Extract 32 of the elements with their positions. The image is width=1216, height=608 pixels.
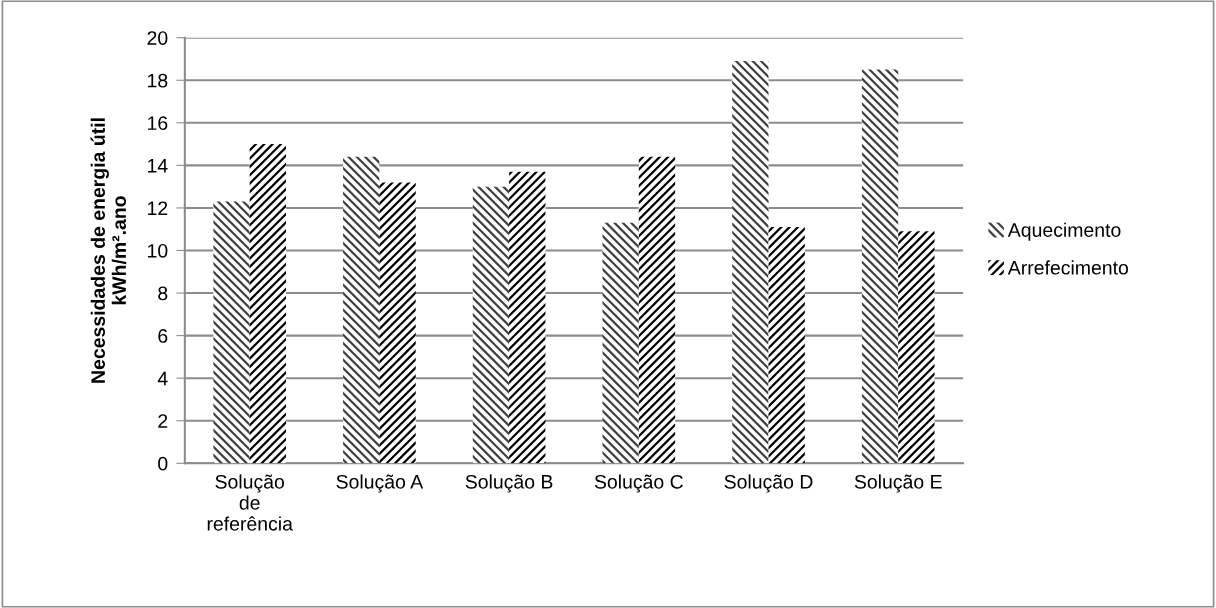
- x-tick-label: Solução E: [854, 474, 942, 493]
- x-tick-label: Solução de referência: [207, 474, 293, 531]
- y-tick-label: 16: [148, 116, 168, 131]
- y-axis-title: Necessidades de energia útil kWh/m².ano: [90, 118, 127, 383]
- bar: [861, 69, 899, 464]
- bar: [472, 186, 510, 464]
- bar: [638, 156, 676, 464]
- y-tick-label: 12: [148, 201, 168, 215]
- y-tick-label: 18: [148, 73, 168, 88]
- bar: [379, 182, 416, 464]
- bar: [213, 201, 250, 464]
- bar: [898, 231, 935, 464]
- y-tick-label: 8: [158, 286, 168, 301]
- y-tick-label: 14: [148, 159, 168, 173]
- y-tick-label: 6: [158, 329, 168, 343]
- y-tick-label: 20: [147, 31, 168, 45]
- legend-label: Aquecimento: [1007, 222, 1121, 241]
- x-tick-label: Solução C: [594, 474, 683, 493]
- bar: [343, 156, 380, 464]
- legend-label: Arrefecimento: [1007, 260, 1129, 275]
- bar: [732, 61, 769, 464]
- bar: [602, 222, 639, 464]
- bar: [509, 171, 546, 464]
- y-tick-label: 10: [148, 243, 168, 258]
- bar: [768, 227, 805, 464]
- x-tick-label: Solução D: [724, 474, 813, 493]
- y-tick-label: 2: [158, 414, 168, 428]
- bar: [249, 144, 286, 464]
- y-tick-label: 0: [158, 456, 168, 471]
- x-tick-label: Solução A: [336, 474, 424, 493]
- x-tick-label: Solução B: [465, 474, 553, 493]
- y-tick-label: 4: [157, 371, 168, 386]
